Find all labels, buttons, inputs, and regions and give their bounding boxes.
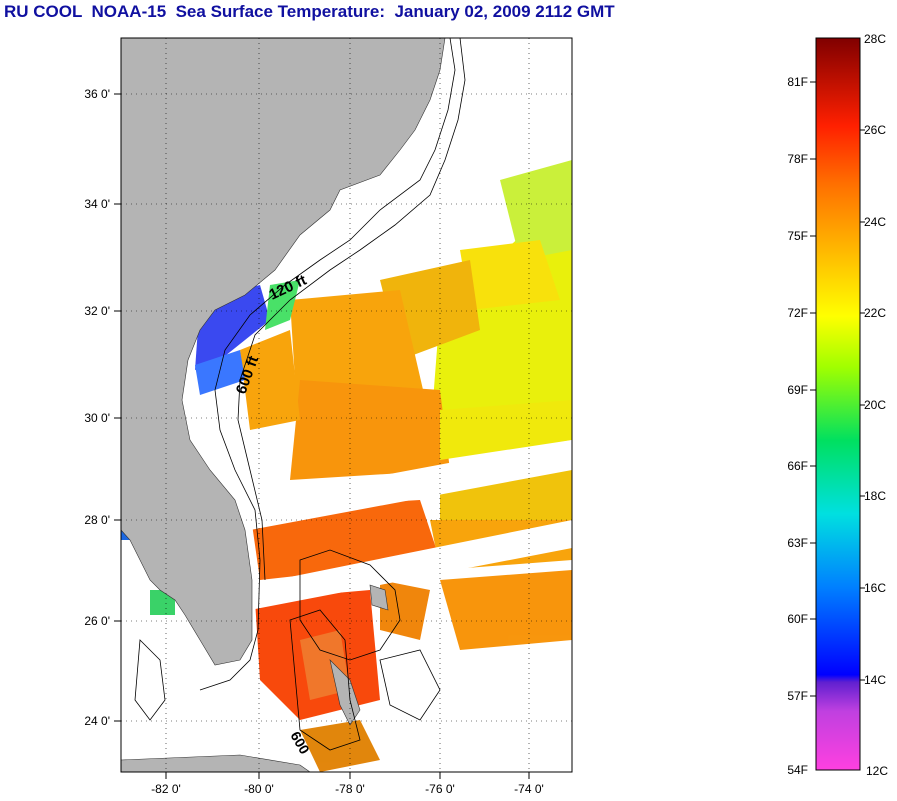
lon-label-74: -74 0'	[514, 782, 544, 796]
colorbar-label-f: 78F	[787, 152, 808, 166]
colorbar-label-f: 66F	[787, 459, 808, 473]
colorbar-ticks	[810, 81, 865, 697]
lat-label-36: 36 0'	[84, 87, 110, 101]
landmass-cuba	[121, 754, 311, 772]
colorbar-label-f: 54F	[787, 763, 808, 777]
lat-label-28: 28 0'	[84, 513, 110, 527]
colorbar	[815, 37, 861, 771]
colorbar-label-f: 75F	[787, 229, 808, 243]
colorbar-label-c: 26C	[864, 123, 887, 137]
lat-label-30: 30 0'	[84, 411, 110, 425]
colorbar-label-c: 16C	[864, 581, 887, 595]
colorbar-label-f: 69F	[787, 383, 808, 397]
lon-label-78: -78 0'	[335, 782, 365, 796]
data-gaps	[250, 440, 572, 610]
colorbar-label-c: 22C	[864, 306, 887, 320]
colorbar-label-c: 20C	[864, 398, 887, 412]
colorbar-label-f: 60F	[787, 612, 808, 626]
lat-label-34: 34 0'	[84, 197, 110, 211]
colorbar-label-c: 24C	[864, 215, 887, 229]
lon-label-82: -82 0'	[151, 782, 181, 796]
bathymetry-contours	[134, 38, 466, 751]
lat-label-32: 32 0'	[84, 304, 110, 318]
colorbar-label-f: 57F	[787, 689, 808, 703]
graticule	[121, 38, 572, 772]
colorbar-label-f: 63F	[787, 536, 808, 550]
lon-label-76: -76 0'	[425, 782, 455, 796]
colorbar-label-c: 18C	[864, 489, 887, 503]
colorbar-label-c: 14C	[864, 673, 887, 687]
lat-label-26: 26 0'	[84, 614, 110, 628]
lat-label-24: 24 0'	[84, 714, 110, 728]
page-title: RU COOL NOAA-15 Sea Surface Temperature:…	[4, 2, 615, 21]
lon-label-80: -80 0'	[244, 782, 274, 796]
landmass-us	[121, 38, 446, 666]
colorbar-label-c: 28C	[864, 32, 887, 46]
colorbar-label-f: 81F	[787, 75, 808, 89]
axis-ticks	[114, 93, 530, 779]
colorbar-label-c: 12C	[866, 764, 889, 778]
map-frame	[120, 37, 573, 773]
colorbar-label-f: 72F	[787, 306, 808, 320]
